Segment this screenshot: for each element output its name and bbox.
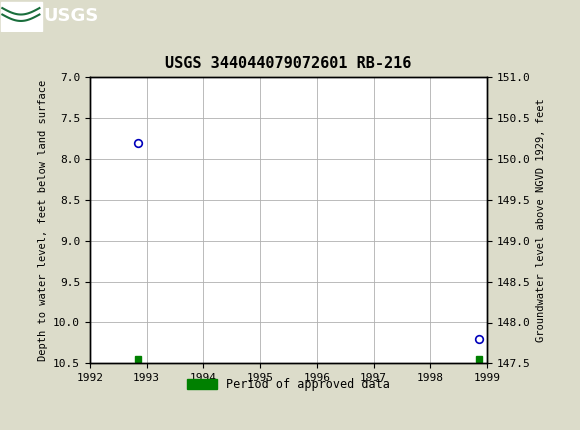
Y-axis label: Groundwater level above NGVD 1929, feet: Groundwater level above NGVD 1929, feet bbox=[536, 98, 546, 342]
FancyBboxPatch shape bbox=[1, 2, 42, 31]
Y-axis label: Depth to water level, feet below land surface: Depth to water level, feet below land su… bbox=[38, 80, 48, 361]
Title: USGS 344044079072601 RB-216: USGS 344044079072601 RB-216 bbox=[165, 55, 412, 71]
Legend: Period of approved data: Period of approved data bbox=[183, 374, 394, 396]
Text: USGS: USGS bbox=[44, 7, 99, 25]
